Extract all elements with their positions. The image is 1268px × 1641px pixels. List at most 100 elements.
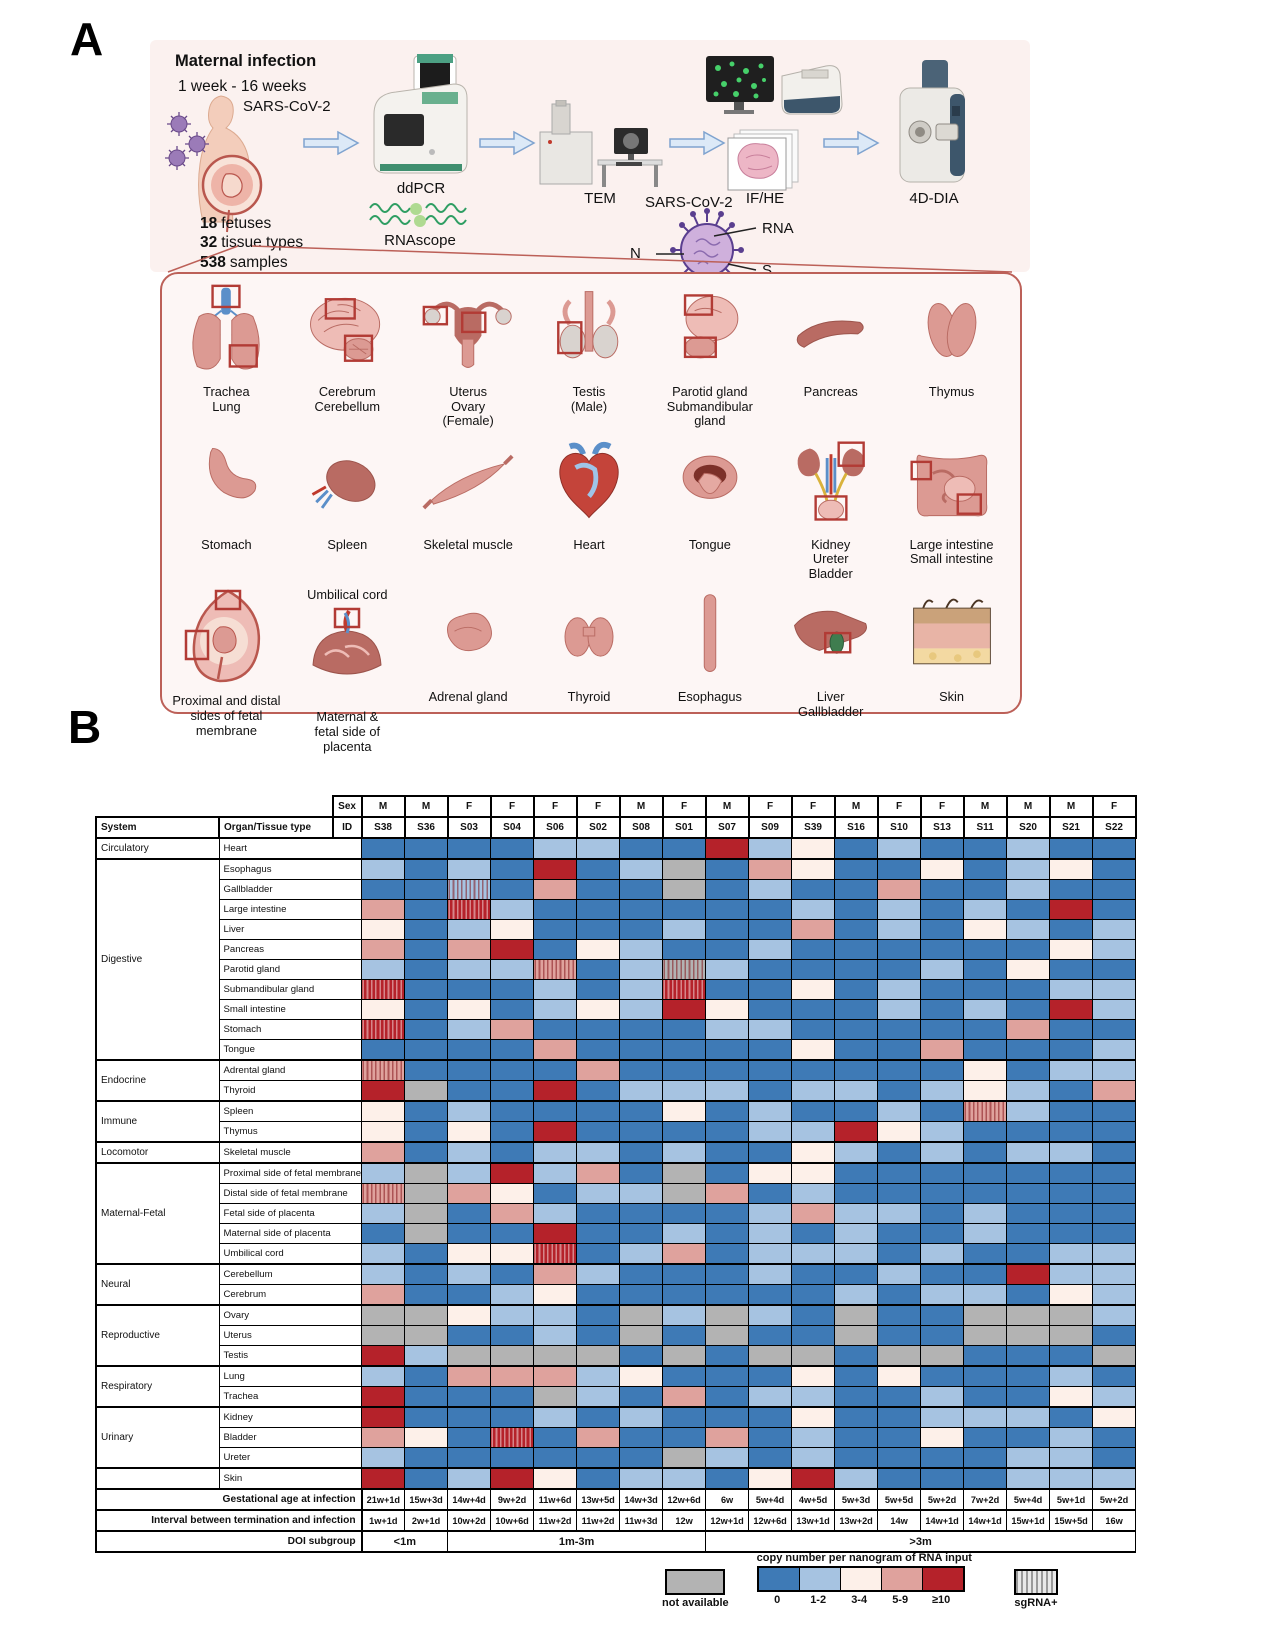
heat-cell (1092, 919, 1137, 940)
heat-cell (619, 1263, 664, 1285)
heat-cell (963, 939, 1008, 960)
heat-cell (963, 1162, 1008, 1184)
heat-cell (963, 1345, 1008, 1367)
sars-cov-2-label: SARS-CoV-2 (243, 98, 331, 115)
heat-cell (619, 1365, 664, 1387)
interval-value: 11w+3d (619, 1509, 664, 1532)
heat-cell (404, 1284, 449, 1306)
scale-swatch (799, 1568, 841, 1590)
heat-cell (404, 1263, 449, 1285)
doi-subgroup-value: >3m (705, 1530, 1137, 1553)
heat-cell (490, 1100, 535, 1122)
heat-cell (361, 1304, 406, 1326)
heat-cell (533, 837, 578, 860)
heat-cell (404, 1447, 449, 1469)
legend-not-available: not available (662, 1569, 729, 1609)
heat-cell (791, 939, 836, 960)
interval-value: 13w+2d (834, 1509, 879, 1532)
heat-cell (877, 979, 922, 1000)
heat-cell (1092, 1263, 1137, 1285)
heat-cell (662, 1019, 707, 1040)
heat-cell (1049, 1467, 1094, 1490)
heat-cell (1092, 1100, 1137, 1122)
liver-gallbladder-icon (783, 587, 879, 683)
heat-cell (920, 837, 965, 860)
heat-cell (1006, 1263, 1051, 1285)
heat-cell (533, 1386, 578, 1408)
heat-cell (662, 899, 707, 920)
heat-cell (662, 1386, 707, 1408)
heat-cell (533, 1325, 578, 1346)
interval-value: 16w (1092, 1509, 1137, 1532)
heat-cell (533, 1243, 578, 1265)
organ-item-heart: Heart (531, 435, 648, 582)
organ-row-label: Parotid gland (218, 959, 363, 980)
panel-b-label: B (68, 701, 102, 753)
heat-cell (619, 837, 664, 860)
organ-row-label: Thyroid (218, 1080, 363, 1102)
stomach-icon (178, 435, 274, 531)
heat-cell (920, 1203, 965, 1224)
heat-cell (748, 1141, 793, 1164)
heat-cell (920, 899, 965, 920)
heat-cell (576, 939, 621, 960)
heat-cell (834, 979, 879, 1000)
heat-cell (361, 959, 406, 980)
heat-cell (748, 899, 793, 920)
sgrna-label: sgRNA+ (1014, 1597, 1058, 1609)
heat-cell (963, 1365, 1008, 1387)
heat-cell (1049, 1243, 1094, 1265)
heat-cell (963, 1386, 1008, 1408)
heat-cell (791, 1447, 836, 1469)
sex-value: M (833, 795, 879, 818)
heat-cell (662, 1365, 707, 1387)
heat-cell (834, 1284, 879, 1306)
heat-cell (748, 1059, 793, 1081)
heat-cell (447, 1059, 492, 1081)
heat-cell (490, 1203, 535, 1224)
heat-cell (1006, 1183, 1051, 1204)
heat-cell (1049, 837, 1094, 860)
heat-cell (834, 1141, 879, 1164)
heat-cell (920, 939, 965, 960)
heat-cell (1092, 858, 1137, 880)
organ-row-label: Liver (218, 919, 363, 940)
heat-cell (662, 939, 707, 960)
heat-cell (447, 858, 492, 880)
heat-cell (1006, 837, 1051, 860)
heat-cell (490, 1243, 535, 1265)
heat-cell (619, 999, 664, 1020)
heat-cell (920, 1406, 965, 1428)
heat-cell (791, 858, 836, 880)
heat-cell (705, 919, 750, 940)
heat-cell (490, 1447, 535, 1469)
heat-cell (1092, 1162, 1137, 1184)
heat-cell (404, 1080, 449, 1102)
heat-cell (877, 1304, 922, 1326)
sample-id: S20 (1005, 816, 1051, 839)
heat-cell (705, 999, 750, 1020)
heat-cell (361, 879, 406, 900)
heat-cell (576, 1325, 621, 1346)
heat-cell (920, 1039, 965, 1061)
heat-cell (963, 1019, 1008, 1040)
heat-cell (533, 999, 578, 1020)
heat-cell (490, 1427, 535, 1448)
heat-cell (877, 899, 922, 920)
heat-cell (877, 837, 922, 860)
heat-cell (404, 979, 449, 1000)
heat-cell (490, 1406, 535, 1428)
heat-cell (576, 1304, 621, 1326)
heat-cell (533, 1121, 578, 1143)
heat-cell (1092, 1080, 1137, 1102)
heat-cell (963, 1183, 1008, 1204)
heat-cell (920, 1304, 965, 1326)
heat-cell (748, 1325, 793, 1346)
heat-cell (662, 959, 707, 980)
system-label: Immune (95, 1100, 220, 1143)
sample-id: S22 (1091, 816, 1137, 839)
heat-cell (920, 1080, 965, 1102)
heat-cell (576, 1243, 621, 1265)
thyroid-icon (541, 587, 637, 683)
mass-spectrometer-icon (892, 58, 976, 191)
